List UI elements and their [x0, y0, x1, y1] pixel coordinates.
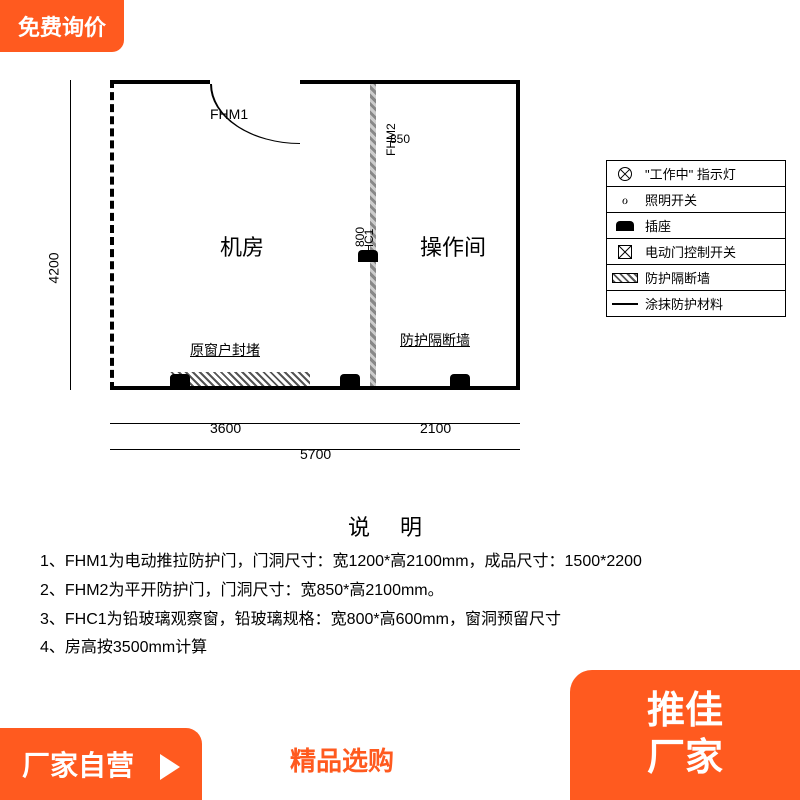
quality-tag: 精品选购 — [290, 741, 394, 778]
coating-material-icon — [611, 296, 639, 312]
legend-label: 插座 — [645, 216, 671, 235]
legend-label: "工作中" 指示灯 — [645, 164, 736, 183]
room-label-left: 机房 — [220, 230, 264, 262]
door-control-icon — [611, 244, 639, 260]
partition-wall-icon — [611, 270, 639, 286]
badge-line2: 厂家 — [647, 735, 723, 783]
note-item: 4、房高按3500mm计算 — [40, 634, 780, 663]
dimline-bottom-1 — [110, 423, 520, 424]
socket-icon — [170, 374, 190, 386]
light-switch-icon: ℴ — [611, 192, 639, 208]
label-partition-note: 防护隔断墙 — [400, 330, 470, 350]
badge-bottom-right[interactable]: 推佳 厂家 — [570, 670, 800, 800]
legend-row: 防护隔断墙 — [607, 265, 785, 291]
dim-800: 800 — [353, 227, 367, 247]
dimline-bottom-2 — [110, 449, 520, 450]
legend-row: 插座 — [607, 213, 785, 239]
sealed-window-hatch — [170, 372, 310, 386]
badge-line1: 推佳 — [647, 688, 723, 736]
legend-row: "工作中" 指示灯 — [607, 161, 785, 187]
badge-bottom-left[interactable]: 厂家自营 — [0, 728, 202, 800]
legend-label: 涂抹防护材料 — [645, 294, 723, 313]
wall-top — [110, 80, 520, 84]
badge-text: 厂家自营 — [22, 750, 134, 781]
play-icon — [160, 754, 180, 780]
indicator-light-icon — [611, 166, 639, 182]
label-window-note: 原窗户封堵 — [190, 340, 260, 360]
legend-row: 电动门控制开关 — [607, 239, 785, 265]
badge-top-left[interactable]: 免费询价 — [0, 0, 124, 52]
socket-icon — [611, 218, 639, 234]
legend-row: ℴ 照明开关 — [607, 187, 785, 213]
notes-body: 1、FHM1为电动推拉防护门，门洞尺寸：宽1200*高2100mm，成品尺寸：1… — [40, 548, 780, 663]
legend-row: 涂抹防护材料 — [607, 291, 785, 316]
dim-850: 850 — [390, 132, 410, 146]
dim-4200: 4200 — [46, 252, 62, 283]
notes-title: 说明 — [0, 510, 800, 542]
legend-label: 照明开关 — [645, 190, 697, 209]
legend-label: 电动门控制开关 — [645, 242, 736, 261]
note-item: 2、FHM2为平开防护门，门洞尺寸：宽850*高2100mm。 — [40, 577, 780, 606]
label-fhm1: FHM1 — [210, 106, 248, 122]
wall-right — [516, 80, 520, 390]
legend: "工作中" 指示灯 ℴ 照明开关 插座 电动门控制开关 防护隔断墙 涂抹防护材料 — [606, 160, 786, 317]
note-item: 1、FHM1为电动推拉防护门，门洞尺寸：宽1200*高2100mm，成品尺寸：1… — [40, 548, 780, 577]
floorplan: 机房 操作间 FHM1 FHM2 FHC1 原窗户封堵 防护隔断墙 850 80… — [110, 80, 520, 390]
wall-left — [110, 80, 114, 390]
socket-icon — [340, 374, 360, 386]
room-label-right: 操作间 — [420, 230, 486, 262]
socket-icon — [450, 374, 470, 386]
dimline-left — [70, 80, 71, 390]
wall-bottom — [110, 386, 520, 390]
note-item: 3、FHC1为铅玻璃观察窗，铅玻璃规格：宽800*高600mm，窗洞预留尺寸 — [40, 606, 780, 635]
legend-label: 防护隔断墙 — [645, 268, 710, 287]
